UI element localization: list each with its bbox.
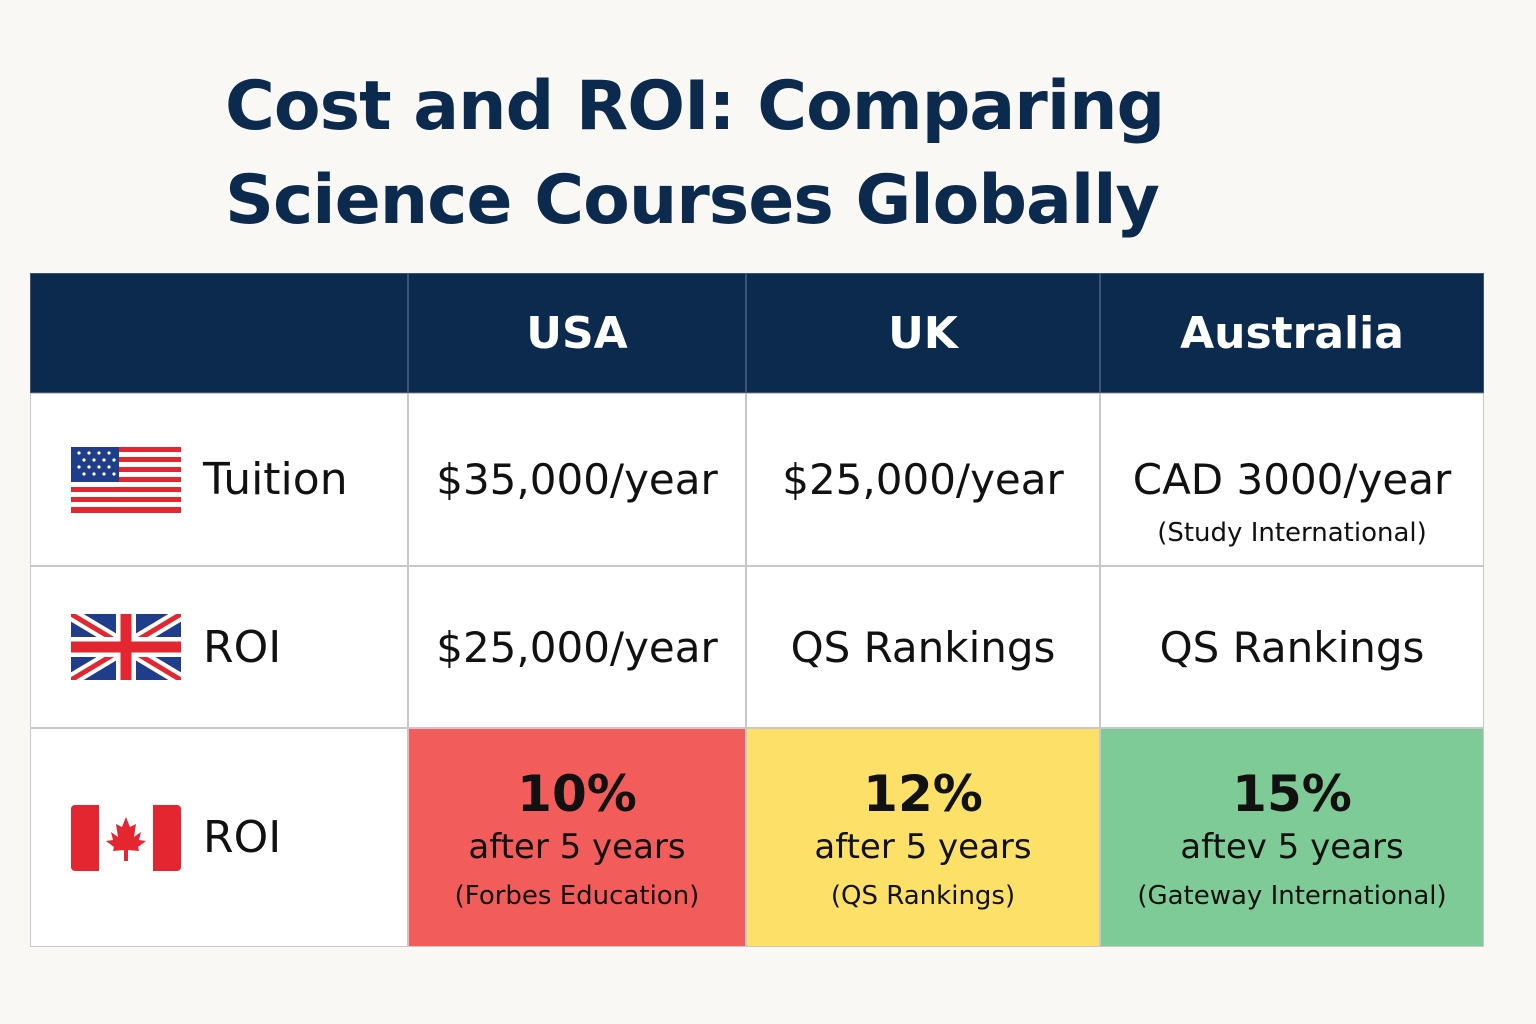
cell: $25,000/year	[746, 393, 1100, 566]
cell-value: 10%	[517, 764, 637, 823]
column-header: Australia	[1100, 273, 1484, 393]
cell-text: QS Rankings	[790, 622, 1056, 672]
cell: CAD 3000/year (Study International)	[1100, 393, 1484, 566]
cell-value: 12%	[863, 764, 983, 823]
cell-note: (Gateway International)	[1137, 880, 1447, 911]
row-label: Tuition	[30, 393, 408, 566]
row-label: ROI	[30, 566, 408, 728]
row-label-text: ROI	[203, 621, 282, 673]
roi-cell: 12% after 5 years (QS Rankings)	[746, 728, 1100, 947]
cell-text: after 5 years	[468, 826, 686, 867]
cell-note: (Forbes Education)	[454, 880, 700, 911]
header-corner	[30, 273, 408, 393]
row-label-text: ROI	[203, 812, 282, 863]
cell-text: $25,000/year	[782, 455, 1064, 504]
table: USA UK Australia Tuition $35,000/year $2…	[30, 273, 1484, 947]
column-header: USA	[408, 273, 746, 393]
cell-text: $25,000/year	[436, 622, 718, 672]
cell-text: after 5 years	[814, 826, 1032, 867]
title-line: Science Courses Globally	[225, 161, 1160, 240]
roi-cell: 10% after 5 years (Forbes Education)	[408, 728, 746, 947]
cell-text: $35,000/year	[436, 455, 718, 504]
column-header: UK	[746, 273, 1100, 393]
cell: $35,000/year	[408, 393, 746, 566]
cell: $25,000/year	[408, 566, 746, 728]
roi-cell: 15% aftev 5 years (Gateway International)	[1100, 728, 1484, 947]
cell-value: 15%	[1232, 764, 1352, 823]
cell-text: QS Rankings	[1159, 622, 1425, 672]
row-label-text: Tuition	[203, 454, 348, 505]
title-line: Cost and ROI: Comparing	[225, 67, 1165, 146]
row-label: ROI	[30, 728, 408, 947]
cell: QS Rankings	[746, 566, 1100, 728]
cell-note: (QS Rankings)	[830, 880, 1016, 911]
cell: QS Rankings	[1100, 566, 1484, 728]
cell-text: aftev 5 years	[1180, 826, 1404, 867]
uk-flag	[71, 614, 181, 680]
cell-text: CAD 3000/year	[1132, 455, 1452, 504]
canada-flag	[71, 804, 181, 871]
cell-note: (Study International)	[1157, 518, 1427, 548]
us-flag	[71, 446, 181, 513]
title: Cost and ROI: Comparing Science Courses …	[225, 60, 1165, 248]
